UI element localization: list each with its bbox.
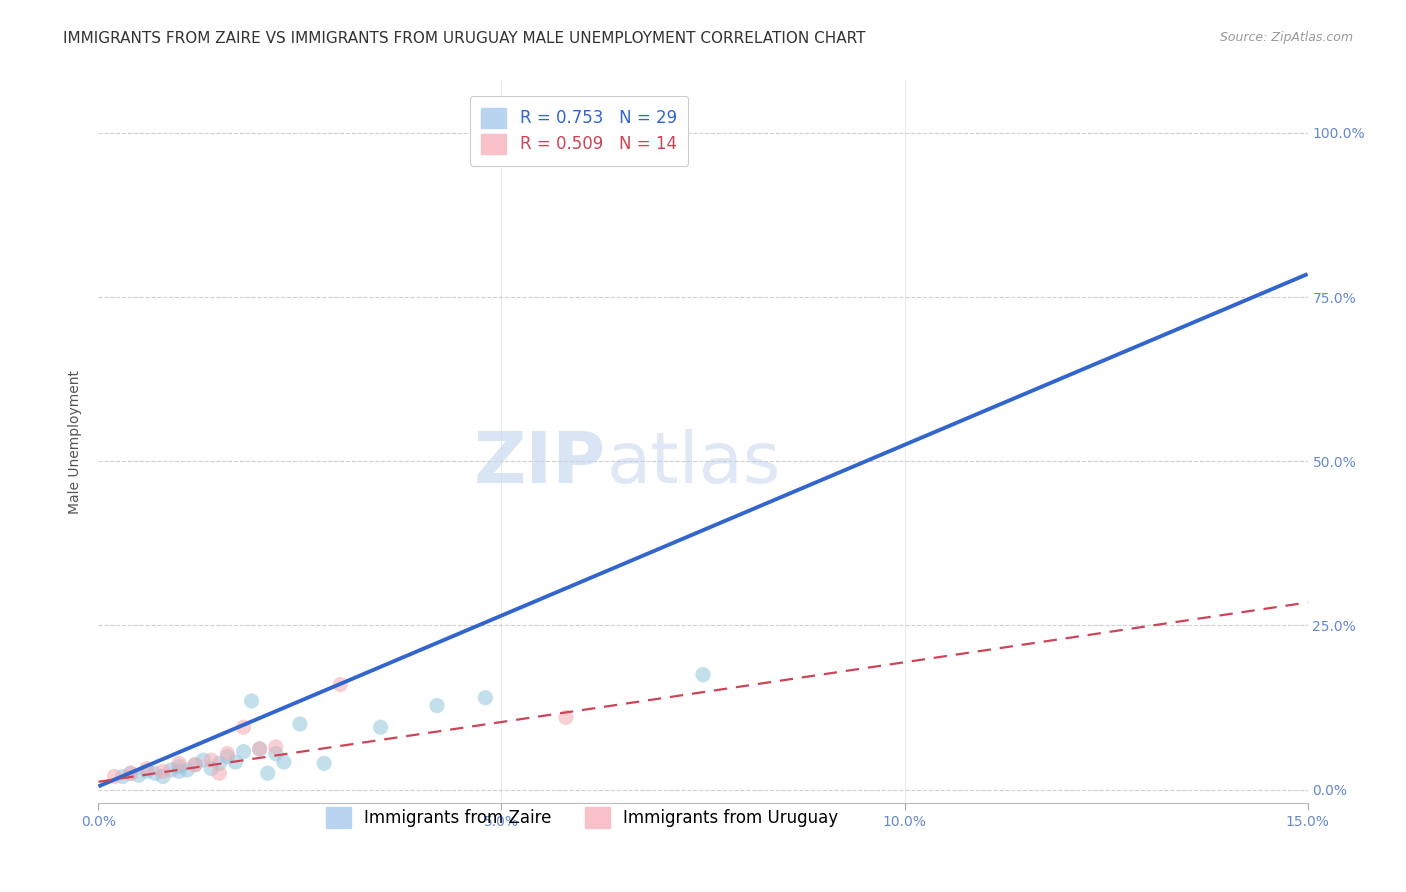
Point bbox=[224, 755, 246, 769]
Point bbox=[329, 677, 352, 691]
Point bbox=[193, 753, 215, 767]
Point bbox=[232, 720, 254, 734]
Point bbox=[128, 768, 150, 782]
Point bbox=[217, 749, 239, 764]
Y-axis label: Male Unemployment: Male Unemployment bbox=[69, 369, 83, 514]
Point bbox=[167, 760, 190, 774]
Point bbox=[555, 710, 578, 724]
Point bbox=[217, 747, 239, 761]
Point bbox=[273, 755, 295, 769]
Point bbox=[249, 742, 271, 756]
Point bbox=[143, 766, 166, 780]
Point bbox=[135, 764, 157, 779]
Point bbox=[103, 770, 125, 784]
Point bbox=[120, 766, 142, 780]
Point bbox=[370, 720, 392, 734]
Point bbox=[426, 698, 449, 713]
Point bbox=[167, 764, 190, 779]
Point bbox=[160, 763, 183, 777]
Point bbox=[152, 770, 174, 784]
Point bbox=[120, 766, 142, 780]
Point bbox=[184, 757, 207, 772]
Text: Source: ZipAtlas.com: Source: ZipAtlas.com bbox=[1219, 31, 1353, 45]
Point bbox=[176, 763, 198, 777]
Point bbox=[111, 770, 134, 784]
Text: atlas: atlas bbox=[606, 429, 780, 498]
Point bbox=[135, 762, 157, 776]
Point bbox=[692, 667, 714, 681]
Point bbox=[264, 739, 287, 754]
Point bbox=[184, 757, 207, 772]
Text: IMMIGRANTS FROM ZAIRE VS IMMIGRANTS FROM URUGUAY MALE UNEMPLOYMENT CORRELATION C: IMMIGRANTS FROM ZAIRE VS IMMIGRANTS FROM… bbox=[63, 31, 866, 46]
Point bbox=[200, 762, 222, 776]
Point bbox=[200, 753, 222, 767]
Text: ZIP: ZIP bbox=[474, 429, 606, 498]
Point bbox=[256, 766, 278, 780]
Point bbox=[208, 766, 231, 780]
Point bbox=[152, 764, 174, 779]
Legend: Immigrants from Zaire, Immigrants from Uruguay: Immigrants from Zaire, Immigrants from U… bbox=[319, 800, 845, 834]
Point bbox=[288, 717, 311, 731]
Point bbox=[240, 694, 263, 708]
Point bbox=[474, 690, 496, 705]
Point bbox=[232, 745, 254, 759]
Point bbox=[314, 756, 336, 771]
Point bbox=[208, 756, 231, 771]
Point bbox=[249, 742, 271, 756]
Point bbox=[264, 747, 287, 761]
Point bbox=[167, 756, 190, 771]
